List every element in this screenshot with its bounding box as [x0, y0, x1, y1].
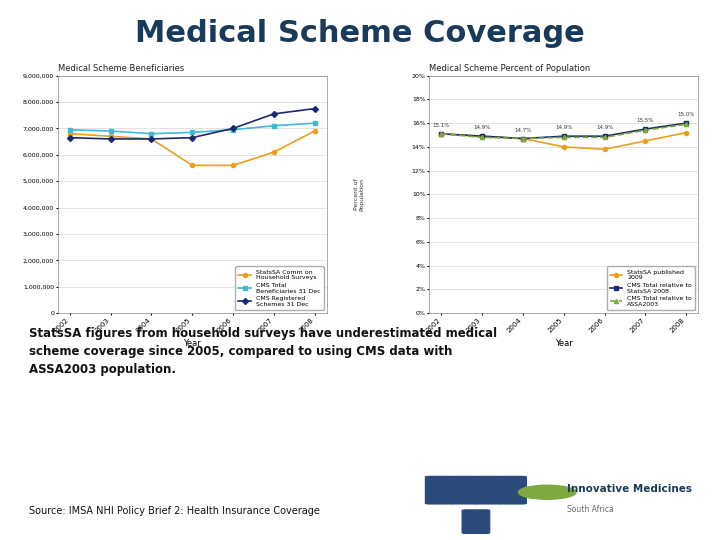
Text: 15.1%: 15.1% — [433, 123, 450, 128]
Legend: StatsSA published
2009, CMS Total relative to
StatsSA 2008, CMS Total relative t: StatsSA published 2009, CMS Total relati… — [607, 266, 696, 310]
StatsSA published
2009 — [478, 133, 487, 139]
CMS Registered
Schemes 31 Dec — [188, 134, 197, 141]
StatsSA Comm on
Household Surveys — [310, 128, 319, 134]
Text: Innovative Medicines: Innovative Medicines — [567, 484, 693, 495]
FancyBboxPatch shape — [474, 476, 503, 504]
CMS Total relative to
StatsSA 2008 — [559, 133, 568, 139]
Text: 14.9%: 14.9% — [596, 125, 613, 130]
Text: Source: IMSA NHI Policy Brief 2: Health Insurance Coverage: Source: IMSA NHI Policy Brief 2: Health … — [29, 505, 320, 516]
Line: StatsSA published
2009: StatsSA published 2009 — [439, 131, 688, 151]
CMS Registered
Schemes 31 Dec — [269, 111, 278, 117]
CMS Total relative to
StatsSA 2008 — [641, 126, 649, 132]
CMS Total relative to
StatsSA 2008 — [600, 133, 609, 139]
StatsSA Comm on
Household Surveys — [107, 133, 115, 139]
CMS Total relative to
ASSA2003 — [478, 134, 487, 140]
Text: Medical Scheme Percent of Population: Medical Scheme Percent of Population — [429, 64, 590, 73]
Text: 15.0%: 15.0% — [678, 112, 695, 117]
Text: 14.9%: 14.9% — [474, 125, 491, 130]
FancyBboxPatch shape — [462, 509, 490, 534]
CMS Total
Beneficiaries 31 Dec — [66, 126, 74, 133]
StatsSA published
2009 — [437, 131, 446, 137]
CMS Total
Beneficiaries 31 Dec — [269, 123, 278, 129]
CMS Registered
Schemes 31 Dec — [66, 134, 74, 141]
Line: StatsSA Comm on
Household Surveys: StatsSA Comm on Household Surveys — [68, 129, 317, 167]
X-axis label: Year: Year — [555, 339, 572, 348]
CMS Total relative to
ASSA2003 — [641, 127, 649, 133]
StatsSA Comm on
Household Surveys — [147, 136, 156, 142]
FancyBboxPatch shape — [425, 476, 454, 504]
StatsSA published
2009 — [559, 144, 568, 150]
CMS Total
Beneficiaries 31 Dec — [107, 128, 115, 134]
Text: Percent of
Population: Percent of Population — [354, 178, 364, 211]
CMS Total relative to
ASSA2003 — [682, 121, 690, 127]
Line: CMS Registered
Schemes 31 Dec: CMS Registered Schemes 31 Dec — [68, 106, 317, 141]
CMS Registered
Schemes 31 Dec — [229, 125, 238, 132]
StatsSA published
2009 — [600, 146, 609, 152]
Text: Medical Scheme Coverage: Medical Scheme Coverage — [135, 19, 585, 48]
CMS Total relative to
StatsSA 2008 — [682, 120, 690, 126]
CMS Total relative to
StatsSA 2008 — [478, 133, 487, 139]
Text: 14.9%: 14.9% — [555, 125, 572, 130]
Line: CMS Total
Beneficiaries 31 Dec: CMS Total Beneficiaries 31 Dec — [68, 121, 317, 136]
CMS Total relative to
ASSA2003 — [518, 136, 527, 142]
Circle shape — [518, 485, 576, 500]
Line: CMS Total relative to
ASSA2003: CMS Total relative to ASSA2003 — [439, 122, 688, 140]
StatsSA Comm on
Household Surveys — [269, 149, 278, 156]
CMS Total relative to
StatsSA 2008 — [518, 136, 527, 142]
CMS Total relative to
StatsSA 2008 — [437, 131, 446, 137]
CMS Registered
Schemes 31 Dec — [147, 136, 156, 142]
StatsSA published
2009 — [682, 130, 690, 136]
CMS Total
Beneficiaries 31 Dec — [310, 120, 319, 126]
Text: StatsSA figures from household surveys have underestimated medical
scheme covera: StatsSA figures from household surveys h… — [29, 327, 497, 376]
CMS Total relative to
ASSA2003 — [600, 134, 609, 140]
FancyBboxPatch shape — [449, 476, 478, 504]
CMS Registered
Schemes 31 Dec — [310, 105, 319, 112]
CMS Total
Beneficiaries 31 Dec — [147, 131, 156, 137]
Text: Medical Scheme Beneficiaries: Medical Scheme Beneficiaries — [58, 64, 184, 73]
FancyBboxPatch shape — [498, 476, 527, 504]
CMS Total relative to
ASSA2003 — [559, 134, 568, 140]
CMS Total
Beneficiaries 31 Dec — [229, 126, 238, 133]
Legend: StatsSA Comm on
Household Surveys, CMS Total
Beneficiaries 31 Dec, CMS Registere: StatsSA Comm on Household Surveys, CMS T… — [235, 266, 324, 310]
StatsSA Comm on
Household Surveys — [66, 131, 74, 137]
Text: 15.5%: 15.5% — [636, 118, 654, 123]
StatsSA published
2009 — [518, 136, 527, 142]
StatsSA Comm on
Household Surveys — [188, 162, 197, 168]
CMS Total
Beneficiaries 31 Dec — [188, 129, 197, 136]
CMS Total relative to
ASSA2003 — [437, 131, 446, 137]
CMS Registered
Schemes 31 Dec — [107, 136, 115, 142]
X-axis label: Year: Year — [184, 339, 201, 348]
StatsSA published
2009 — [641, 138, 649, 144]
StatsSA Comm on
Household Surveys — [229, 162, 238, 168]
Line: CMS Total relative to
StatsSA 2008: CMS Total relative to StatsSA 2008 — [439, 121, 688, 140]
Text: 14.7%: 14.7% — [514, 127, 531, 133]
Text: South Africa: South Africa — [567, 504, 614, 514]
